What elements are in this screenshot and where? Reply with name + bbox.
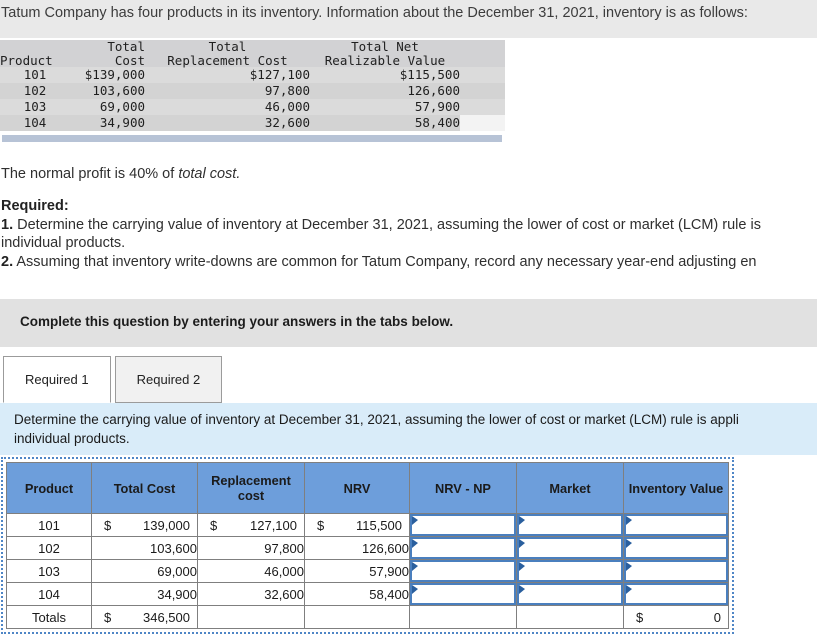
- totals-row: Totals $346,500 $0: [6, 605, 729, 629]
- input-market-101[interactable]: [517, 514, 623, 536]
- inventory-value-sum: 0: [713, 609, 721, 625]
- header-nrv: NRV: [304, 462, 410, 514]
- cell-marker-icon: [412, 562, 418, 571]
- table-row-101: 101 $139,000 $127,100 $115,500: [6, 513, 729, 537]
- answer-table-container: Product Total Cost Replacement cost NRV …: [1, 457, 734, 634]
- cell-marker-icon: [519, 585, 525, 594]
- input-nrv-np-101[interactable]: [410, 514, 516, 536]
- header-inventory-value: Inventory Value: [623, 462, 729, 514]
- dollar-sign: $: [104, 517, 112, 533]
- requirement-1: 1. Determine the carrying value of inven…: [1, 216, 761, 233]
- tab-required-2[interactable]: Required 2: [114, 356, 223, 403]
- input-inventory-value-104[interactable]: [624, 583, 728, 605]
- cell-marker-icon: [519, 539, 525, 548]
- table-row-102: 102 103,600 97,800 126,600: [6, 536, 729, 560]
- lcm-answer-table: Product Total Cost Replacement cost NRV …: [6, 462, 729, 629]
- header-nrv-np: NRV - NP: [409, 462, 517, 514]
- header-replacement-cost: Replacement cost: [197, 462, 305, 514]
- table-row: 101 $139,000 $127,100 $115,500: [0, 67, 505, 83]
- tab-required-1[interactable]: Required 1: [3, 356, 111, 403]
- tab-bar: Required 1 Required 2: [3, 356, 223, 403]
- filler-cell: [460, 40, 505, 67]
- cell-marker-icon: [626, 539, 632, 548]
- header-total-cost: Total Cost: [91, 462, 198, 514]
- table-row: 103 69,000 46,000 57,900: [0, 99, 505, 115]
- input-nrv-np-104[interactable]: [410, 583, 516, 605]
- input-nrv-np-102[interactable]: [410, 537, 516, 559]
- cell-marker-icon: [626, 562, 632, 571]
- header-product: Product: [6, 462, 92, 514]
- cell-marker-icon: [519, 562, 525, 571]
- required-label: Required:: [1, 198, 69, 214]
- problem-statement: Tatum Company has four products in its i…: [0, 0, 817, 38]
- totals-label: Totals: [6, 605, 92, 629]
- cell-marker-icon: [412, 539, 418, 548]
- table-row-103: 103 69,000 46,000 57,900: [6, 559, 729, 583]
- dollar-sign: $: [317, 517, 325, 533]
- col-header-total-cost: Total Cost: [70, 40, 145, 67]
- input-inventory-value-101[interactable]: [624, 514, 728, 536]
- table-row-104: 104 34,900 32,600 58,400: [6, 582, 729, 606]
- input-inventory-value-103[interactable]: [624, 560, 728, 582]
- dollar-sign: $: [104, 609, 112, 625]
- cell-marker-icon: [519, 516, 525, 525]
- requirement-2: 2. Assuming that inventory write-downs a…: [1, 253, 757, 270]
- tab-description: Determine the carrying value of inventor…: [0, 403, 817, 455]
- input-market-102[interactable]: [517, 537, 623, 559]
- normal-profit-emphasis: total cost.: [178, 166, 241, 182]
- cell-marker-icon: [626, 516, 632, 525]
- col-header-product: Product: [0, 40, 70, 67]
- dollar-sign: $: [210, 517, 218, 533]
- input-nrv-np-103[interactable]: [410, 560, 516, 582]
- required-section: Required: 1. Determine the carrying valu…: [1, 197, 817, 271]
- input-market-104[interactable]: [517, 583, 623, 605]
- input-inventory-value-102[interactable]: [624, 537, 728, 559]
- dollar-sign: $: [636, 609, 644, 625]
- requirement-1-wrap: individual products.: [1, 235, 126, 252]
- header-market: Market: [516, 462, 624, 514]
- total-cost-sum: 346,500: [143, 609, 190, 625]
- col-header-replacement-cost: Total Replacement Cost: [145, 40, 310, 67]
- cell-marker-icon: [412, 516, 418, 525]
- normal-profit-note: The normal profit is 40% of total cost.: [1, 166, 241, 182]
- given-inventory-table: Product Total Cost Total Replacement Cost…: [0, 40, 505, 131]
- col-header-nrv: Total Net Realizable Value: [310, 40, 460, 67]
- table-row: 104 34,900 32,600 58,400: [0, 115, 505, 131]
- horizontal-scrollbar[interactable]: [2, 135, 502, 142]
- input-market-103[interactable]: [517, 560, 623, 582]
- complete-question-banner: Complete this question by entering your …: [0, 299, 817, 347]
- cell-marker-icon: [626, 585, 632, 594]
- table-row: 102 103,600 97,800 126,600: [0, 83, 505, 99]
- cell-marker-icon: [412, 585, 418, 594]
